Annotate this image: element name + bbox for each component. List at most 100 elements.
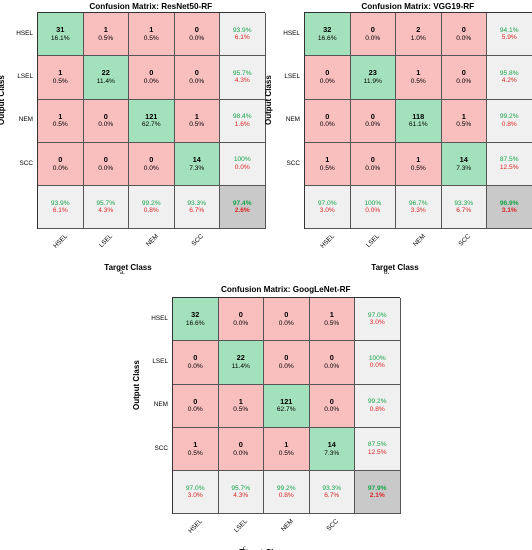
error-rate-value: 6.7% <box>324 492 340 500</box>
cell-count: 1 <box>416 68 421 78</box>
matrix-cell-error: 1 0.5% <box>218 384 264 428</box>
matrix-cell-error: 0 0.0% <box>305 56 351 100</box>
matrix-cell-error: 1 0.5% <box>396 56 442 100</box>
cell-percent: 0.0% <box>365 121 381 129</box>
matrix-cell-error: 1 0.5% <box>309 298 355 342</box>
matrix-cell-error: 0 0.0% <box>173 341 219 385</box>
cell-percent: 0.0% <box>278 362 294 370</box>
cell-count: 0 <box>329 353 334 363</box>
panel-title: Confusion Matrix: VGG19-RF <box>361 2 475 11</box>
error-rate-value: 0.0% <box>234 164 250 172</box>
cell-percent: 0.0% <box>365 34 381 42</box>
cell-percent: 0.0% <box>456 77 472 85</box>
matrix-cell-correct: 31 16.1% <box>38 13 84 57</box>
column-class-label: SCC <box>190 232 206 247</box>
cell-percent: 11.9% <box>363 77 382 85</box>
col-summary-cell: 95.7% 4.3% <box>83 186 129 230</box>
row-summary-cell: 100% 0.0% <box>220 142 266 187</box>
confusion-matrix-grid: 31 16.1% 1 0.5% 1 0.5% 0 0.0% 1 0.5% 22 11.4% 0 0.0% 0… <box>37 12 266 230</box>
cell-count: 0 <box>238 310 243 320</box>
col-summary-cell: 93.3% 6.7% <box>441 186 487 230</box>
error-rate-value: 0.0% <box>365 207 381 215</box>
recall-value: 97.0% <box>317 199 337 207</box>
column-class-label: NEM <box>411 232 427 248</box>
cell-percent: 1.0% <box>410 34 426 42</box>
col-summary-cell: 96.7% 3.3% <box>396 186 442 230</box>
cell-count: 0 <box>325 111 330 121</box>
error-rate-value: 3.0% <box>369 319 385 327</box>
cell-percent: 0.0% <box>278 319 294 327</box>
row-summary-cell: 94.1% 5.9% <box>487 13 532 57</box>
column-class-label: LSEL <box>98 232 115 249</box>
matrix-cell-correct: 121 62.7% <box>129 99 175 143</box>
matrix-cell-error: 0 0.0% <box>218 427 264 472</box>
matrix-cell-error: 1 0.5% <box>396 142 442 187</box>
panel-title: Confusion Matrix: ResNet50-RF <box>89 2 213 11</box>
error-rate-value: 12.5% <box>367 449 387 457</box>
recall-value: 99.2% <box>276 484 296 492</box>
row-class-label: SCC <box>286 159 301 167</box>
cell-percent: 0.0% <box>324 362 340 370</box>
cell-count: 0 <box>461 25 466 35</box>
error-rate-value: 3.0% <box>187 492 203 500</box>
row-summary-cell: 99.2% 0.8% <box>355 384 401 428</box>
recall-value: 93.3% <box>187 199 207 207</box>
matrix-cell-correct: 32 16.6% <box>305 13 351 57</box>
matrix-cell-error: 0 0.0% <box>441 13 487 57</box>
cell-count: 0 <box>193 396 198 406</box>
matrix-cell-error: 0 0.0% <box>83 142 129 187</box>
matrix-cell-correct: 22 11.4% <box>83 56 129 100</box>
cell-count: 0 <box>370 25 375 35</box>
cell-count: 1 <box>58 68 63 78</box>
cell-percent: 0.0% <box>365 164 381 172</box>
overall-error-value: 3.1% <box>501 207 517 215</box>
error-rate-value: 4.3% <box>233 492 249 500</box>
matrix-cell-error: 0 0.0% <box>264 341 310 385</box>
matrix-cell-correct: 14 7.3% <box>174 142 220 187</box>
matrix-cell-error: 1 0.5% <box>441 99 487 143</box>
accuracy-value: 96.9% <box>499 199 519 207</box>
matrix-cell-error: 1 0.5% <box>129 13 175 57</box>
error-rate-value: 0.0% <box>369 362 385 370</box>
recall-value: 93.9% <box>50 199 70 207</box>
error-rate-value: 0.8% <box>501 120 517 128</box>
precision-value: 95.8% <box>499 69 519 77</box>
matrix-cell-error: 0 0.0% <box>350 13 396 57</box>
cell-count: 0 <box>370 154 375 164</box>
sub-figure-caption: a. <box>120 268 125 276</box>
cell-percent: 0.0% <box>98 164 114 172</box>
cell-count: 0 <box>103 154 108 164</box>
recall-value: 100% <box>364 199 382 207</box>
cell-percent: 0.0% <box>324 406 340 414</box>
cell-percent: 7.3% <box>324 449 340 457</box>
cell-count: 22 <box>236 353 245 363</box>
matrix-cell-error: 1 0.5% <box>83 13 129 57</box>
overall-accuracy-cell: 97.4% 2.6% <box>220 186 266 230</box>
error-rate-value: 1.6% <box>234 120 250 128</box>
column-class-label: HSEL <box>51 232 69 250</box>
cell-percent: 7.3% <box>456 164 472 172</box>
cell-count: 0 <box>370 111 375 121</box>
cell-percent: 0.5% <box>319 164 335 172</box>
y-axis-label: Output Class <box>132 359 141 410</box>
cell-count: 2 <box>416 25 421 35</box>
cell-percent: 0.5% <box>410 77 426 85</box>
cell-percent: 0.5% <box>143 34 159 42</box>
cell-percent: 0.5% <box>456 121 472 129</box>
sub-figure-caption: c. <box>243 544 248 550</box>
matrix-cell-error: 0 0.0% <box>350 99 396 143</box>
panel-title: Confusion Matrix: GoogLeNet-RF <box>220 285 351 294</box>
matrix-cell-error: 1 0.5% <box>38 56 84 100</box>
recall-value: 97.0% <box>185 484 205 492</box>
y-axis-label: Output Class <box>0 74 6 125</box>
cell-percent: 0.5% <box>52 77 68 85</box>
cell-percent: 61.1% <box>408 121 428 129</box>
confusion-matrix-grid: 32 16.6% 0 0.0% 0 0.0% 1 0.5% 0 0.0% 22 11.4% 0 0.0% 0… <box>172 297 401 515</box>
matrix-cell-error: 2 1.0% <box>396 13 442 57</box>
matrix-cell-correct: 23 11.9% <box>350 56 396 100</box>
cell-count: 0 <box>103 111 108 121</box>
column-class-label: HSEL <box>186 517 204 535</box>
column-class-label: NEM <box>279 517 295 533</box>
cell-count: 1 <box>325 154 330 164</box>
